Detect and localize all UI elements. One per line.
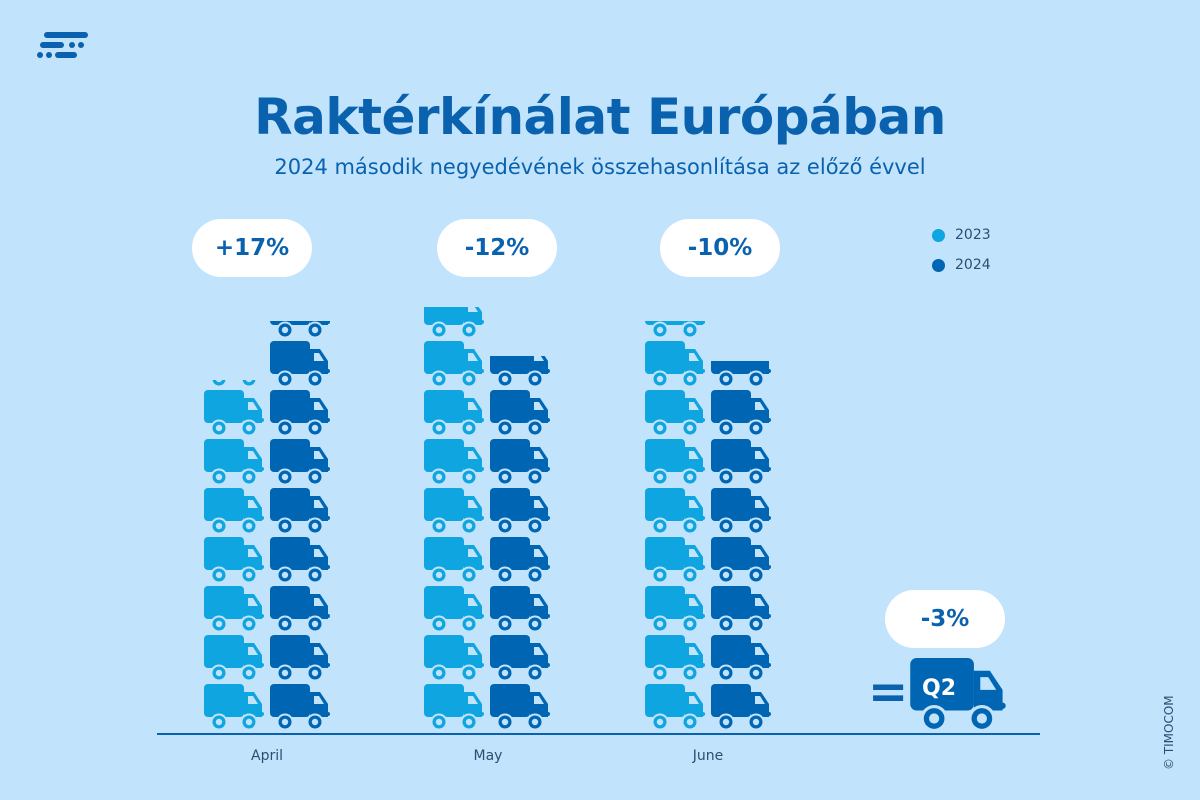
truck-icon [645, 635, 705, 682]
q2-label: Q2 [922, 676, 957, 701]
truck-icon [490, 635, 550, 682]
x-axis-line [157, 733, 1040, 735]
truck-icon [711, 635, 771, 682]
truck-icon [645, 390, 705, 437]
truck-icon [490, 586, 550, 633]
truck-icon [204, 635, 264, 682]
truck-icon [204, 439, 264, 486]
truck-icon [270, 390, 330, 437]
x-tick-label: April [251, 748, 283, 764]
truck-icon [711, 537, 771, 584]
timocom-logo [37, 32, 88, 58]
truck-icon [204, 390, 264, 437]
bar-june-2023 [645, 321, 705, 733]
truck-icon [424, 635, 484, 682]
bar-may-2023 [424, 306, 484, 733]
truck-icon [645, 586, 705, 633]
truck-icon [204, 537, 264, 584]
truck-icon [711, 488, 771, 535]
truck-icon [711, 390, 771, 437]
legend-label: 2024 [955, 257, 991, 273]
truck-icon [270, 341, 330, 388]
truck-icon [490, 390, 550, 437]
legend-dot-2024 [932, 258, 945, 272]
truck-icon [424, 390, 484, 437]
truck-icon [645, 684, 705, 731]
legend-item-2024: 2024 [932, 257, 991, 273]
truck-icon [270, 586, 330, 633]
truck-icon [490, 537, 550, 584]
bar-april-2024 [270, 321, 330, 733]
truck-icon [424, 537, 484, 584]
truck-icon [270, 321, 330, 339]
chart-subtitle: 2024 második negyedévének összehasonlítá… [274, 155, 926, 179]
truck-icon [204, 488, 264, 535]
q2-truck-icon [910, 658, 1006, 733]
equals-sign: = [868, 664, 909, 720]
truck-icon [424, 488, 484, 535]
truck-icon [204, 586, 264, 633]
bar-may-2024 [490, 355, 550, 733]
chart-title: Raktérkínálat Európában [254, 88, 946, 146]
copyright-text: © TIMOCOM [1162, 695, 1176, 770]
truck-icon [711, 684, 771, 731]
legend-item-2023: 2023 [932, 227, 991, 243]
truck-icon [424, 341, 484, 388]
truck-icon [204, 684, 264, 731]
truck-icon [424, 439, 484, 486]
truck-icon [711, 439, 771, 486]
truck-icon [424, 306, 484, 339]
truck-icon [424, 684, 484, 731]
truck-icon [490, 488, 550, 535]
truck-icon [270, 439, 330, 486]
truck-icon [490, 355, 550, 388]
truck-icon [270, 537, 330, 584]
legend-dot-2023 [932, 228, 945, 242]
truck-icon [270, 635, 330, 682]
truck-icon [490, 684, 550, 731]
truck-icon [490, 439, 550, 486]
change-bubble-q2: -3% [885, 590, 1005, 648]
truck-icon [270, 488, 330, 535]
truck-icon [645, 537, 705, 584]
truck-icon [645, 321, 705, 339]
legend-label: 2023 [955, 227, 991, 243]
bar-june-2024 [711, 360, 771, 733]
truck-icon [645, 488, 705, 535]
truck-icon [424, 586, 484, 633]
change-bubble-april: +17% [192, 219, 312, 277]
change-bubble-may: -12% [437, 219, 557, 277]
truck-icon [270, 684, 330, 731]
truck-icon [210, 380, 258, 388]
truck-icon [711, 360, 771, 388]
x-tick-label: May [473, 748, 503, 764]
change-bubble-june: -10% [660, 219, 780, 277]
truck-icon [711, 586, 771, 633]
truck-icon [645, 341, 705, 388]
truck-icon [645, 439, 705, 486]
x-tick-label: June [692, 748, 724, 764]
bar-april-2023 [204, 380, 264, 733]
